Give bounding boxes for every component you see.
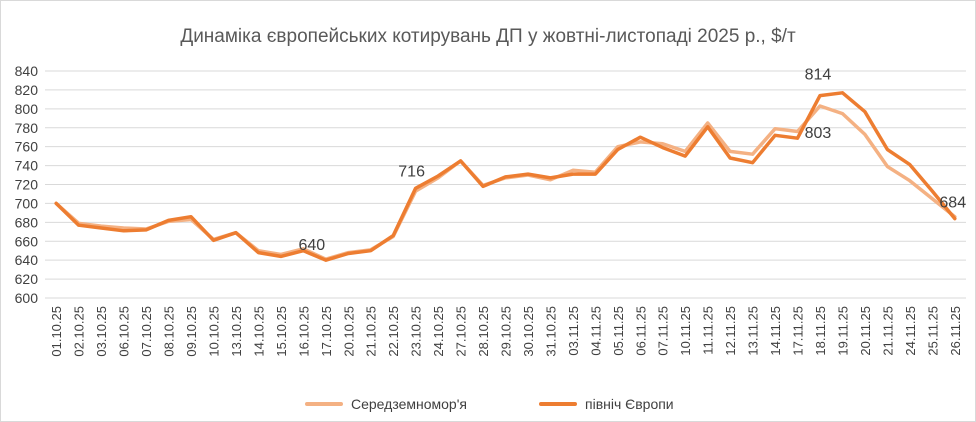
- x-tick-label: 20.11.25: [858, 306, 873, 356]
- x-tick-label: 15.10.25: [274, 306, 289, 357]
- x-tick-label: 20.10.25: [341, 306, 356, 357]
- y-tick-label: 600: [15, 290, 39, 306]
- x-tick-label: 04.11.25: [588, 306, 603, 356]
- x-tick-label: 27.10.25: [454, 306, 469, 357]
- x-tick-label: 25.11.25: [925, 306, 940, 356]
- x-tick-label: 16.10.25: [296, 306, 311, 357]
- x-tick-label: 02.10.25: [72, 306, 87, 357]
- x-tick-label: 06.10.25: [117, 306, 132, 357]
- legend-label-2: північ Європи: [585, 396, 674, 412]
- y-tick-label: 740: [15, 158, 39, 174]
- x-tick-label: 09.10.25: [184, 306, 199, 357]
- x-tick-label: 17.10.25: [319, 306, 334, 357]
- x-tick-label: 07.10.25: [139, 306, 154, 357]
- x-tick-label: 29.10.25: [499, 306, 514, 357]
- y-tick-label: 660: [15, 233, 39, 249]
- chart-title: Динаміка європейських котирувань ДП у жо…: [180, 26, 796, 47]
- grid-layer: [45, 70, 966, 299]
- x-tick-label: 28.10.25: [476, 306, 491, 357]
- x-tick-label: 10.10.25: [206, 306, 221, 357]
- x-tick-label: 31.10.25: [543, 306, 558, 357]
- y-axis-ticks: 600 620 640 660 680 700 720 740 760 780 800 820 840: [15, 63, 39, 306]
- y-tick-label: 840: [15, 63, 39, 79]
- legend-label-1: Середземномор'я: [351, 396, 467, 412]
- data-labels: 640 716 814 803 684: [298, 67, 966, 255]
- x-tick-label: 24.11.25: [903, 306, 918, 356]
- x-tick-label: 07.11.25: [656, 306, 671, 356]
- x-tick-label: 14.11.25: [768, 306, 783, 356]
- y-tick-label: 800: [15, 101, 39, 117]
- data-label: 640: [298, 237, 325, 254]
- y-tick-label: 760: [15, 139, 39, 155]
- x-tick-label: 08.10.25: [162, 306, 177, 357]
- x-tick-label: 30.10.25: [521, 306, 536, 357]
- y-tick-label: 620: [15, 271, 39, 287]
- x-tick-label: 21.11.25: [880, 306, 895, 356]
- x-tick-label: 13.11.25: [746, 306, 761, 356]
- data-label: 803: [805, 125, 832, 142]
- series-layer: [54, 91, 957, 262]
- y-tick-label: 640: [15, 252, 39, 268]
- x-axis-ticks: 01.10.25 02.10.25 03.10.25 06.10.25 07.10.25…: [49, 306, 963, 357]
- x-tick-label: 11.11.25: [701, 306, 716, 355]
- x-tick-label: 19.11.25: [835, 306, 850, 356]
- x-tick-label: 13.10.25: [229, 306, 244, 357]
- legend: Середземномор'я північ Європи: [305, 396, 674, 412]
- x-tick-label: 17.11.25: [791, 306, 806, 356]
- x-tick-label: 23.10.25: [409, 306, 424, 357]
- data-label: 684: [939, 195, 966, 212]
- y-tick-label: 720: [15, 177, 39, 193]
- data-label: 814: [805, 67, 832, 84]
- y-tick-label: 780: [15, 120, 39, 136]
- x-tick-label: 22.10.25: [386, 306, 401, 357]
- x-tick-label: 03.10.25: [94, 306, 109, 357]
- x-tick-label: 26.11.25: [948, 306, 963, 356]
- x-tick-label: 10.11.25: [678, 306, 693, 356]
- x-tick-label: 03.11.25: [566, 306, 581, 356]
- x-tick-label: 05.11.25: [611, 306, 626, 356]
- x-tick-label: 14.10.25: [251, 306, 266, 357]
- y-tick-label: 700: [15, 195, 39, 211]
- x-tick-label: 18.11.25: [813, 306, 828, 356]
- y-tick-label: 820: [15, 82, 39, 98]
- series-line-2: [54, 91, 957, 262]
- y-tick-label: 680: [15, 214, 39, 230]
- x-tick-label: 01.10.25: [49, 306, 64, 357]
- x-tick-label: 12.11.25: [723, 306, 738, 356]
- x-tick-label: 24.10.25: [431, 306, 446, 357]
- data-label: 716: [398, 163, 425, 180]
- x-tick-label: 06.11.25: [633, 306, 648, 356]
- x-tick-label: 21.10.25: [364, 306, 379, 357]
